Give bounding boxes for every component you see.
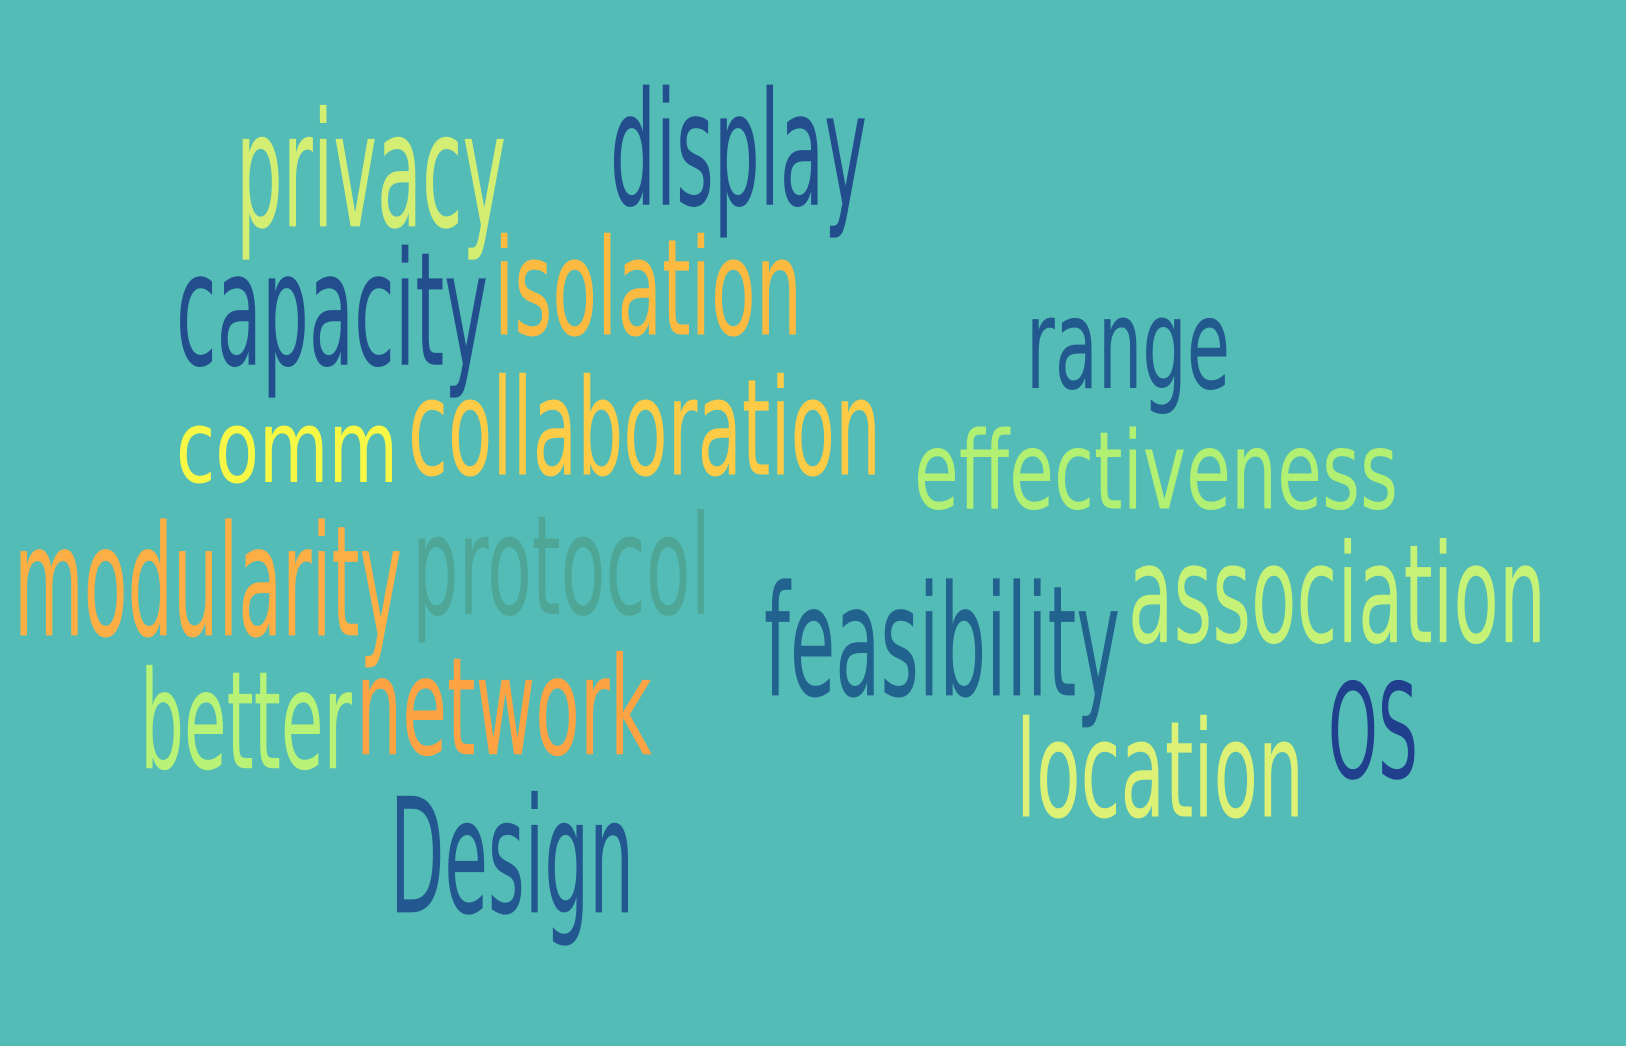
word-better: better	[140, 641, 352, 801]
word-design: Design	[390, 763, 634, 951]
word-os: OS	[1328, 655, 1418, 810]
word-capacity: capacity	[176, 217, 488, 403]
word-association: association	[1128, 514, 1546, 675]
word-protocol: protocol	[412, 485, 711, 648]
word-effectiveness: effectiveness	[914, 408, 1398, 535]
word-modularity: modularity	[14, 492, 402, 673]
word-display: display	[610, 57, 867, 243]
word-range: range	[1026, 270, 1230, 419]
word-privacy: privacy	[236, 77, 506, 265]
word-isolation: isolation	[494, 209, 802, 367]
word-network: network	[356, 627, 652, 787]
word-feasibility: feasibility	[764, 552, 1120, 733]
word-collaboration: collaboration	[408, 349, 881, 507]
word-location: location	[1016, 691, 1304, 849]
word-comm: comm	[176, 387, 398, 507]
